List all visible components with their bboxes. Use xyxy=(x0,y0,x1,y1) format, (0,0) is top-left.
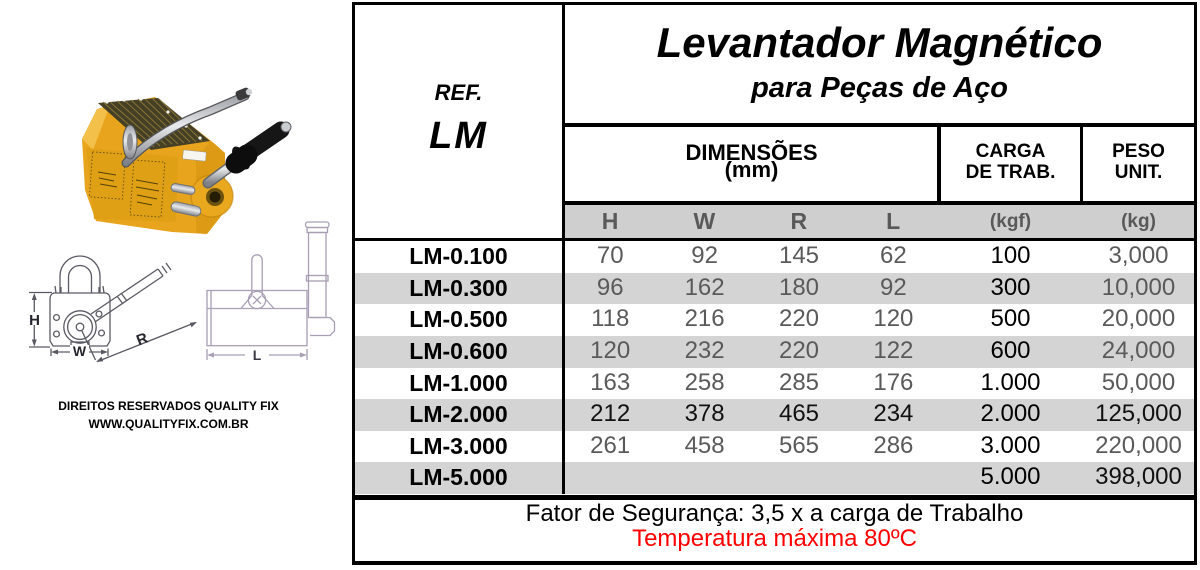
svg-text:L: L xyxy=(253,347,262,363)
svg-text:H: H xyxy=(29,312,40,329)
svg-text:W: W xyxy=(73,343,87,359)
